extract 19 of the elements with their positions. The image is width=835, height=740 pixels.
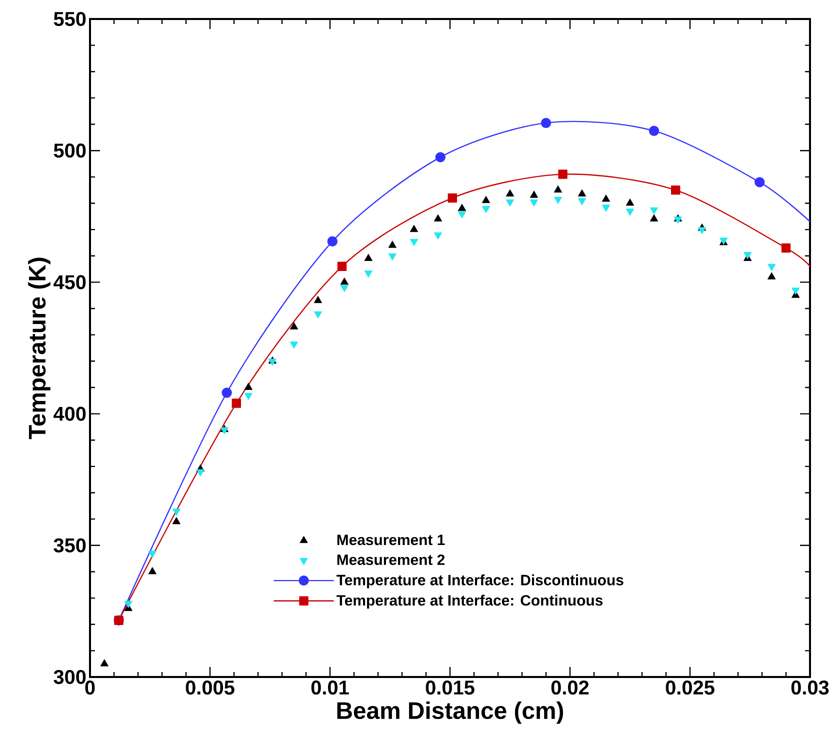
legend-label: Measurement 1 bbox=[337, 534, 445, 546]
x-tick-label: 0.03 bbox=[791, 680, 829, 695]
x-tick-label: 0.01 bbox=[311, 680, 349, 695]
x-tick-label: 0.02 bbox=[551, 680, 589, 695]
y-tick-label: 550 bbox=[54, 12, 86, 26]
y-axis-title: Temperature (K) bbox=[28, 258, 50, 440]
y-tick-label: 500 bbox=[54, 144, 86, 158]
legend-label: Measurement 2 bbox=[337, 554, 445, 566]
y-tick-label: 400 bbox=[54, 406, 86, 421]
x-tick-label: 0.015 bbox=[426, 680, 474, 695]
x-axis-title: Beam Distance (cm) bbox=[337, 701, 564, 724]
y-tick-label: 300 bbox=[54, 670, 86, 684]
x-tick-label: 0.025 bbox=[666, 680, 714, 695]
legend-label: Temperature at Interface: Discontinuous bbox=[336, 574, 624, 588]
y-tick-label: 350 bbox=[54, 538, 86, 552]
legend-label: Temperature at Interface: Continuous bbox=[336, 594, 603, 609]
y-tick-label: 450 bbox=[54, 275, 86, 290]
x-tick-label: 0.005 bbox=[186, 680, 234, 695]
x-tick-label: 0 bbox=[85, 680, 95, 695]
